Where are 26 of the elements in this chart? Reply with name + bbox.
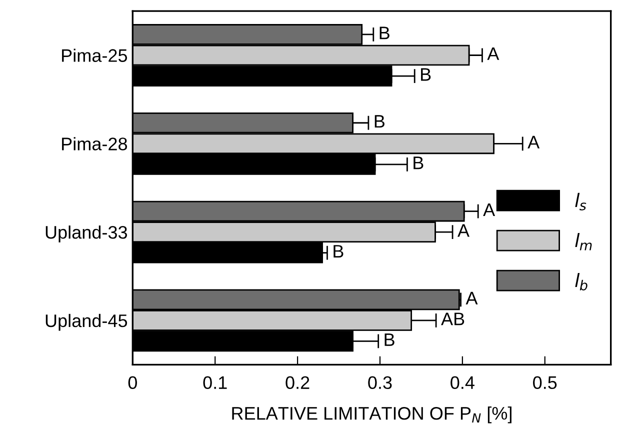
x-tick-label: 0.4	[450, 376, 474, 390]
data-label: A	[483, 204, 496, 216]
y-tick-label: Pima-28	[62, 137, 128, 150]
legend-label: l$_{b}$	[575, 272, 588, 290]
data-label: B	[384, 333, 394, 346]
data-label: A	[487, 47, 500, 60]
legend-label: l$_{s}$	[575, 192, 586, 210]
data-label: B	[334, 245, 344, 258]
data-label: B	[414, 156, 424, 170]
data-label: B	[374, 115, 384, 128]
x-tick-label: 0.5	[533, 376, 557, 390]
data-label: A	[528, 136, 540, 148]
y-tick-label: Pima-25	[62, 48, 128, 62]
data-label: A	[458, 224, 470, 237]
y-tick-label: Upland-45	[46, 314, 128, 331]
x-tick-label: 0	[128, 376, 137, 390]
x-tick-label: 0.1	[203, 376, 227, 390]
legend-label: l$_{m}$	[575, 232, 592, 250]
data-label: B	[380, 26, 390, 40]
y-tick-label: Upland-33	[46, 226, 128, 242]
data-label: B	[421, 68, 431, 81]
x-tick-label: 0.2	[286, 376, 310, 390]
x-axis-title: RELATIVE LIMITATION OF P$_{N}$ [%]	[232, 406, 512, 424]
x-tick-label: 0.3	[368, 376, 392, 390]
data-label: A	[466, 292, 478, 304]
data-label: AB	[441, 312, 464, 326]
